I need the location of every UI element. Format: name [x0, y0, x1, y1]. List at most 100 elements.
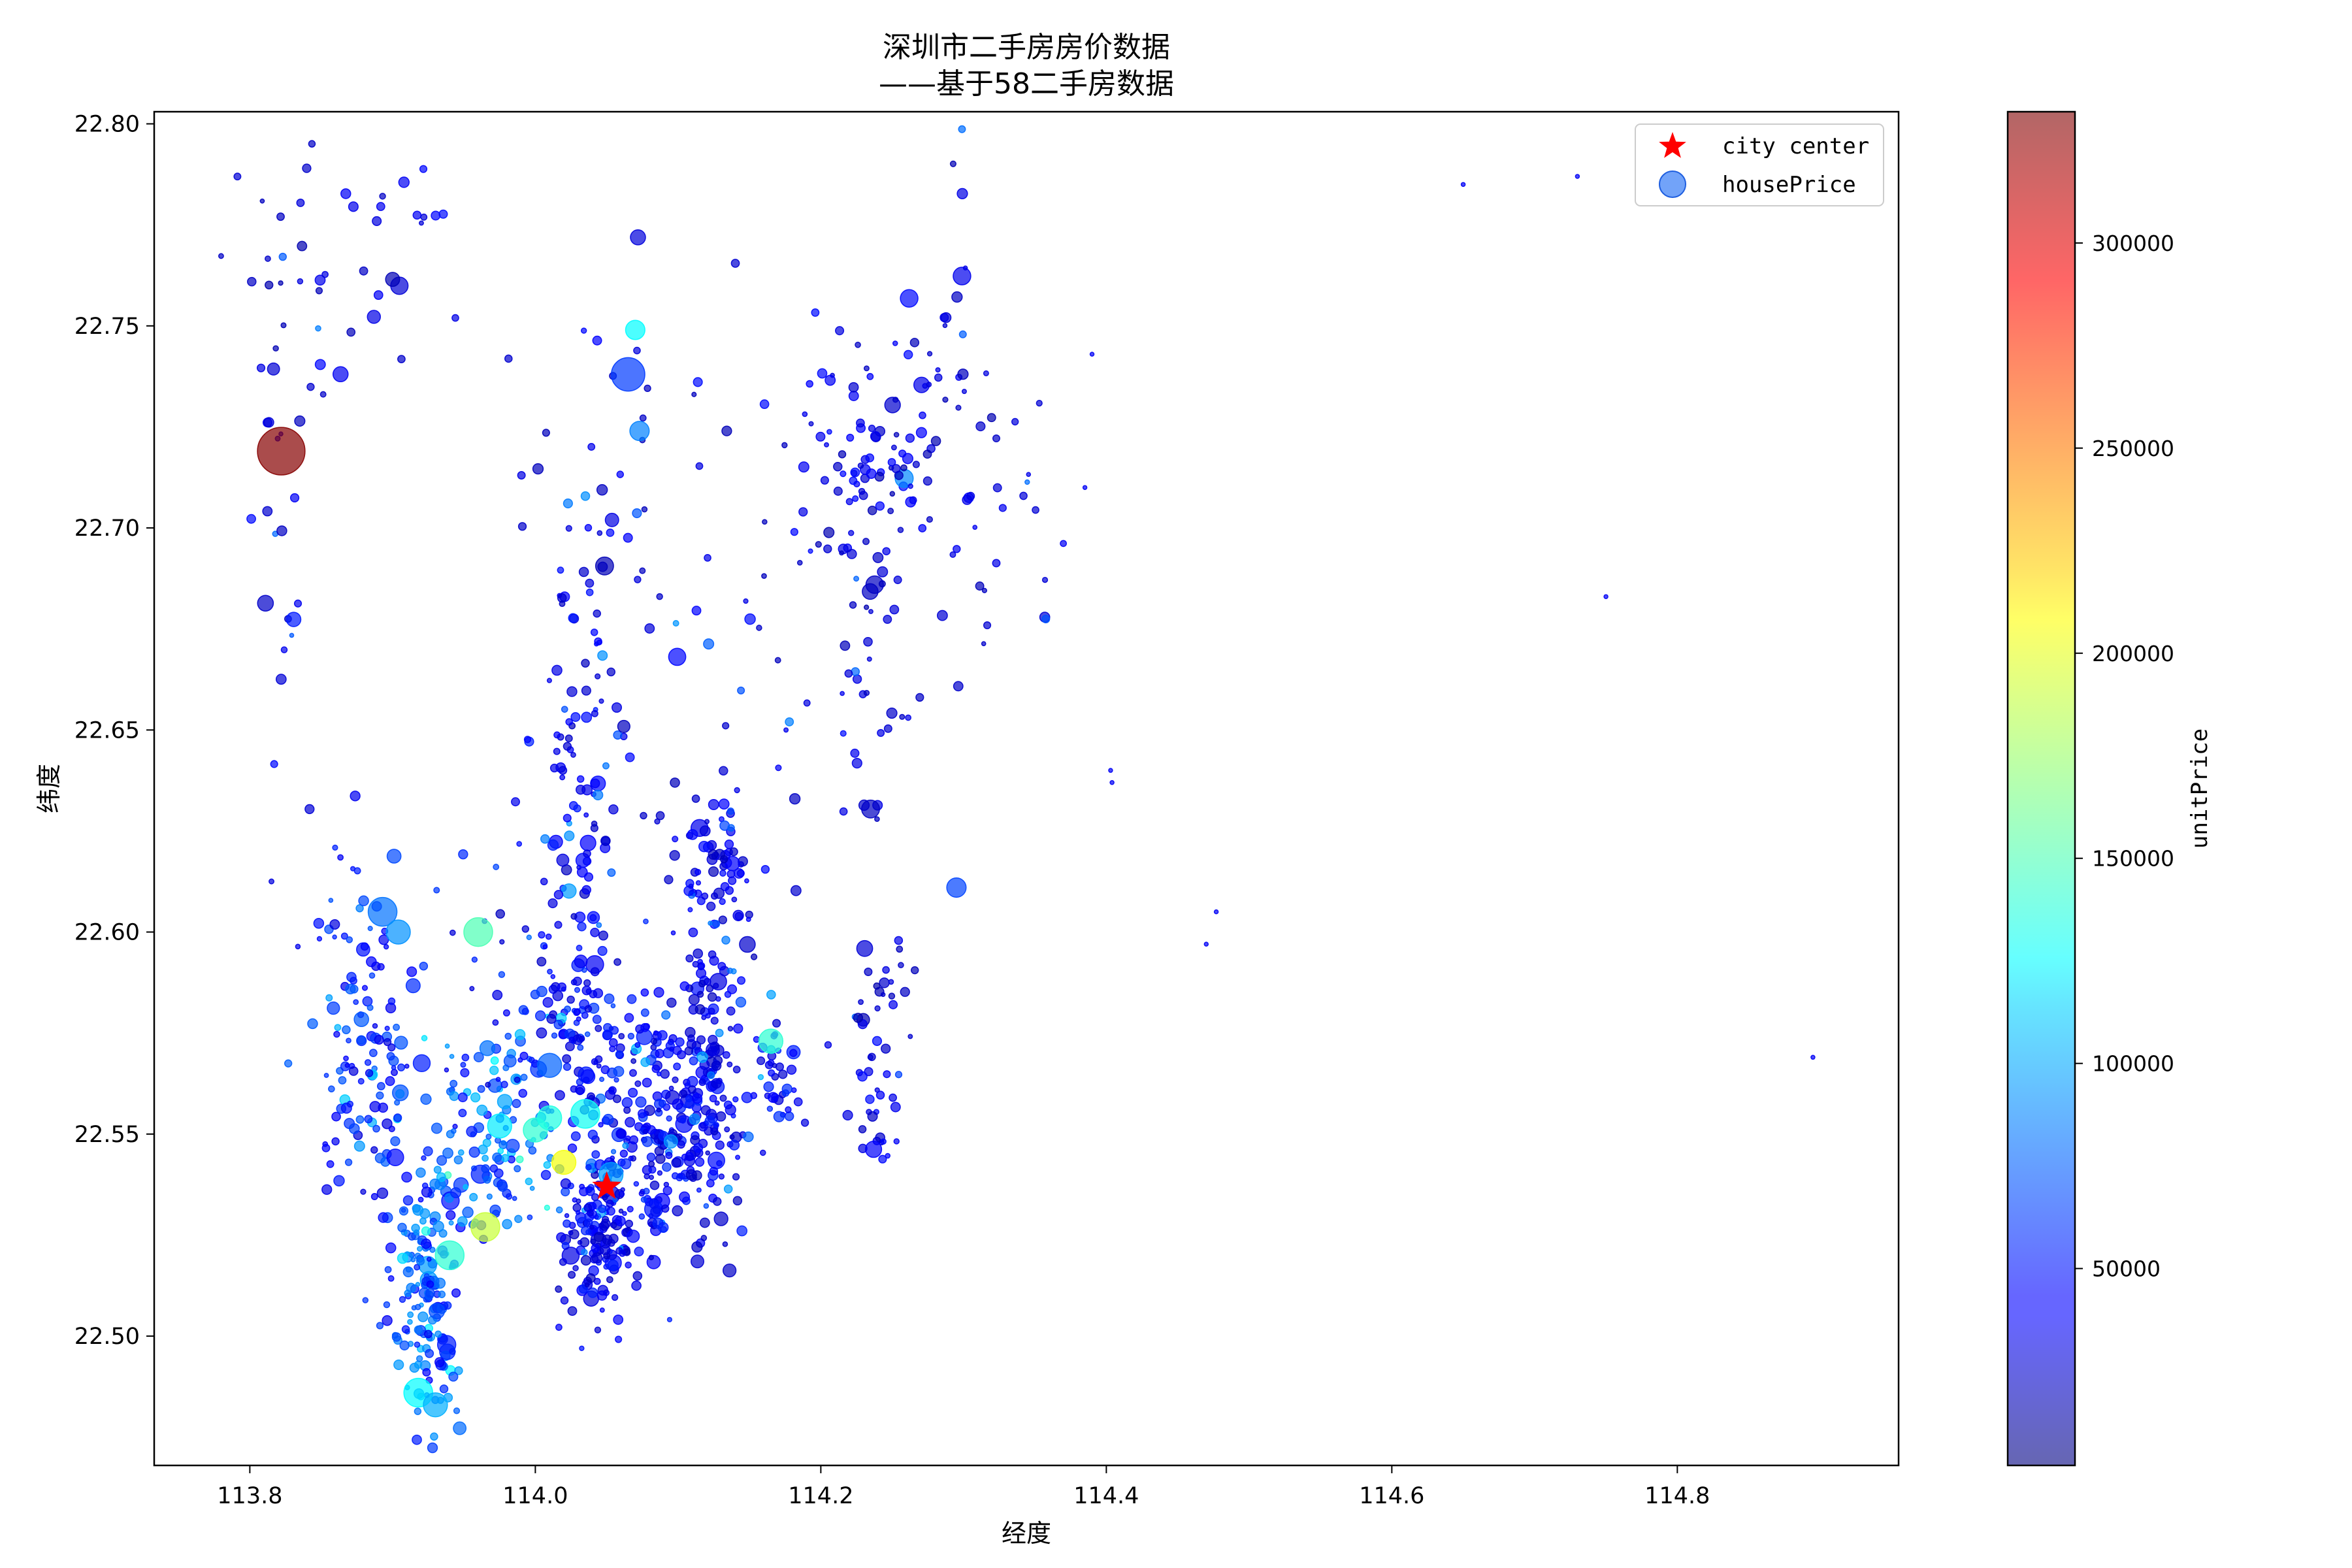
house-point [629, 1135, 639, 1145]
house-point [350, 791, 361, 802]
house-point [856, 418, 865, 428]
house-point [654, 1146, 664, 1156]
house-point [540, 877, 548, 886]
house-point [600, 1245, 611, 1256]
house-point [623, 532, 633, 543]
house-point [622, 1211, 627, 1217]
house-point [547, 839, 559, 851]
colorbar-tick-label: 150000 [2092, 846, 2174, 872]
house-point [425, 1288, 435, 1298]
house-point [590, 967, 600, 977]
house-point [764, 1060, 774, 1070]
house-point [880, 1138, 887, 1145]
house-point [618, 1190, 625, 1198]
house-point [346, 327, 356, 337]
house-point [685, 1169, 697, 1181]
house-point [563, 1219, 571, 1228]
house-point [590, 778, 600, 789]
house-point [907, 483, 913, 489]
house-point [393, 1113, 402, 1122]
house-point [875, 1090, 885, 1100]
house-point [344, 1158, 353, 1166]
house-point [353, 1011, 369, 1028]
house-point [414, 1252, 421, 1260]
house-point [888, 992, 896, 1000]
house-point [613, 1077, 619, 1083]
house-point [397, 355, 406, 363]
house-point [634, 576, 642, 583]
house-point [376, 1082, 385, 1090]
house-point [692, 1093, 703, 1104]
outlier-point [1213, 909, 1219, 915]
house-point [668, 1085, 674, 1091]
house-point [703, 1203, 710, 1209]
house-point [399, 1206, 409, 1216]
house-point [402, 1266, 414, 1278]
y-tick-label: 22.75 [74, 314, 140, 340]
house-point [730, 259, 740, 268]
house-point [417, 1196, 424, 1203]
house-point [705, 1150, 710, 1156]
house-point [775, 1062, 784, 1071]
house-point [892, 397, 899, 403]
y-tick-label: 22.50 [74, 1324, 140, 1350]
house-point [346, 936, 353, 943]
house-point [671, 1157, 682, 1168]
colorbar-tick-label: 200000 [2092, 641, 2174, 666]
house-point [376, 1322, 384, 1330]
house-point [460, 1068, 470, 1077]
house-point [451, 314, 459, 322]
house-point [361, 985, 368, 991]
house-point [1060, 540, 1067, 547]
house-point [715, 1028, 724, 1037]
house-point [966, 491, 975, 500]
house-point [540, 1169, 551, 1181]
house-point [772, 1019, 781, 1028]
house-point [760, 864, 770, 874]
house-point [405, 978, 421, 994]
house-point [622, 1142, 629, 1149]
house-point [369, 1101, 381, 1113]
house-point [453, 1155, 463, 1165]
outlier-point [1089, 351, 1095, 357]
house-point [321, 270, 329, 278]
notable-point [463, 917, 493, 947]
house-point [713, 1211, 728, 1226]
house-point [302, 163, 312, 173]
house-point [728, 876, 737, 885]
house-point [824, 1041, 832, 1049]
house-point [568, 613, 578, 623]
house-point [726, 1006, 736, 1016]
house-point [604, 512, 619, 527]
house-point [580, 834, 596, 851]
house-point [848, 382, 859, 393]
house-point [855, 341, 861, 348]
house-point [416, 1355, 423, 1362]
house-point [625, 1262, 632, 1269]
house-point [495, 1077, 501, 1083]
house-point [421, 1182, 429, 1189]
house-point [833, 486, 843, 496]
house-point [942, 397, 949, 403]
house-point [426, 1256, 432, 1262]
house-point [808, 548, 813, 554]
house-point [889, 491, 896, 497]
house-point [850, 467, 860, 478]
house-point [790, 885, 802, 896]
house-point [634, 1247, 644, 1257]
house-point [596, 1063, 602, 1069]
house-point [399, 1340, 410, 1350]
scatter-points [218, 125, 1816, 1454]
house-point [376, 1187, 389, 1200]
house-point [634, 1042, 641, 1048]
house-point [364, 1115, 373, 1124]
house-point [265, 280, 274, 289]
house-point [370, 1193, 378, 1200]
house-point [652, 1217, 664, 1229]
house-point [706, 1179, 715, 1188]
house-point [761, 573, 767, 580]
house-point [333, 1030, 340, 1038]
house-point [767, 1092, 779, 1103]
house-point [687, 1085, 696, 1094]
house-point [992, 434, 1000, 443]
